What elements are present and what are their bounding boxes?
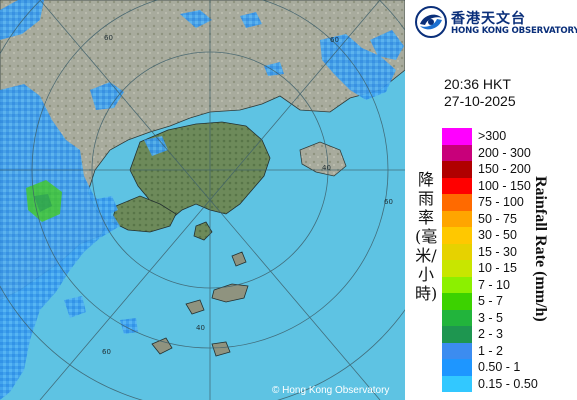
rainfall-legend: >300 200 - 300 150 - 200 100 - 150 75 - 100 5… xyxy=(442,128,572,392)
observatory-logo-icon xyxy=(415,6,447,38)
legend-swatch xyxy=(442,210,472,227)
legend-item: 7 - 10 xyxy=(442,276,572,293)
observatory-name-en: HONG KONG OBSERVATORY xyxy=(451,26,577,36)
legend-item: 5 - 7 xyxy=(442,293,572,310)
legend-item: 10 - 15 xyxy=(442,260,572,277)
legend-item: 75 - 100 xyxy=(442,194,572,211)
legend-range-label: 15 - 30 xyxy=(478,244,517,259)
legend-range-label: 7 - 10 xyxy=(478,277,510,292)
ring-label: 60 xyxy=(102,348,111,356)
legend-swatch xyxy=(442,227,472,244)
legend-item: 1 - 2 xyxy=(442,342,572,359)
range-rings xyxy=(0,0,405,400)
observatory-name-cn: 香港天文台 xyxy=(451,11,526,27)
legend-range-label: 1 - 2 xyxy=(478,343,504,358)
legend-item: 0.15 - 0.50 xyxy=(442,375,572,392)
copyright-notice: © Hong Kong Observatory xyxy=(272,385,390,396)
legend-item: 15 - 30 xyxy=(442,243,572,260)
ring-label: 40 xyxy=(322,164,331,172)
legend-item: 150 - 200 xyxy=(442,161,572,178)
outlying-island-5 xyxy=(231,251,247,267)
outlying-island-4 xyxy=(211,341,231,357)
legend-swatch xyxy=(442,375,472,392)
legend-swatch xyxy=(442,128,472,145)
legend-range-label: 3 - 5 xyxy=(478,310,504,325)
outlying-island-1 xyxy=(211,283,249,303)
legend-range-label: 10 - 15 xyxy=(478,261,517,275)
ring-label: 40 xyxy=(196,324,205,332)
legend-range-label: 0.15 - 0.50 xyxy=(478,376,538,391)
outlying-island-2 xyxy=(185,299,205,315)
outlying-island-3 xyxy=(151,337,173,355)
legend-swatch xyxy=(442,276,472,293)
legend-item: 200 - 300 xyxy=(442,144,572,161)
ring-label: 60 xyxy=(384,198,393,206)
legend-title-en-text: Rainfall Rate (mm/h) xyxy=(532,176,549,322)
observatory-logo[interactable]: 香港天文台 HONG KONG OBSERVATORY xyxy=(415,6,577,40)
legend-range-label: >300 xyxy=(478,129,507,143)
legend-range-label: 30 - 50 xyxy=(478,228,517,242)
rain-echoes xyxy=(0,0,404,400)
date-label: 27-10-2025 xyxy=(444,93,516,109)
lamma-island xyxy=(193,221,213,241)
legend-range-label: 5 - 7 xyxy=(478,294,504,308)
legend-swatch xyxy=(442,293,472,310)
legend-swatch xyxy=(442,309,472,326)
legend-range-label: 150 - 200 xyxy=(478,162,531,176)
ring-label: 60 xyxy=(330,36,339,44)
legend-swatch xyxy=(442,342,472,359)
legend-item: 50 - 75 xyxy=(442,210,572,227)
time-label: 20:36 HKT xyxy=(444,76,511,92)
legend-swatch xyxy=(442,326,472,343)
legend-swatch xyxy=(442,161,472,178)
legend-title-cn: 降雨率(毫米/小時) xyxy=(415,170,438,303)
legend-swatch xyxy=(442,177,472,194)
legend-swatch xyxy=(442,243,472,260)
legend-range-label: 50 - 75 xyxy=(478,211,517,226)
legend-swatch xyxy=(442,260,472,277)
legend-swatch xyxy=(442,359,472,376)
legend-item: 30 - 50 xyxy=(442,227,572,244)
legend-item: 3 - 5 xyxy=(442,309,572,326)
legend-item: 2 - 3 xyxy=(442,326,572,343)
legend-range-label: 75 - 100 xyxy=(478,195,524,209)
legend-item: 0.50 - 1 xyxy=(442,359,572,376)
legend-item: 100 - 150 xyxy=(442,177,572,194)
legend-swatch xyxy=(442,144,472,161)
legend-range-label: 0.50 - 1 xyxy=(478,360,521,374)
legend-range-label: 200 - 300 xyxy=(478,145,531,160)
legend-range-label: 100 - 150 xyxy=(478,178,531,193)
timestamp: 20:36 HKT 27-10-2025 xyxy=(444,76,516,110)
ring-label: 60 xyxy=(104,34,113,42)
east-coast-land xyxy=(299,141,347,177)
legend-title-en: Rainfall Rate (mm/h) xyxy=(529,176,553,366)
legend-panel: 香港天文台 HONG KONG OBSERVATORY 20:36 HKT 27… xyxy=(405,0,577,400)
legend-item: >300 xyxy=(442,128,572,145)
legend-range-label: 2 - 3 xyxy=(478,327,504,341)
legend-swatch xyxy=(442,194,472,211)
radar-map[interactable]: 60 60 40 60 40 60 xyxy=(0,0,405,400)
